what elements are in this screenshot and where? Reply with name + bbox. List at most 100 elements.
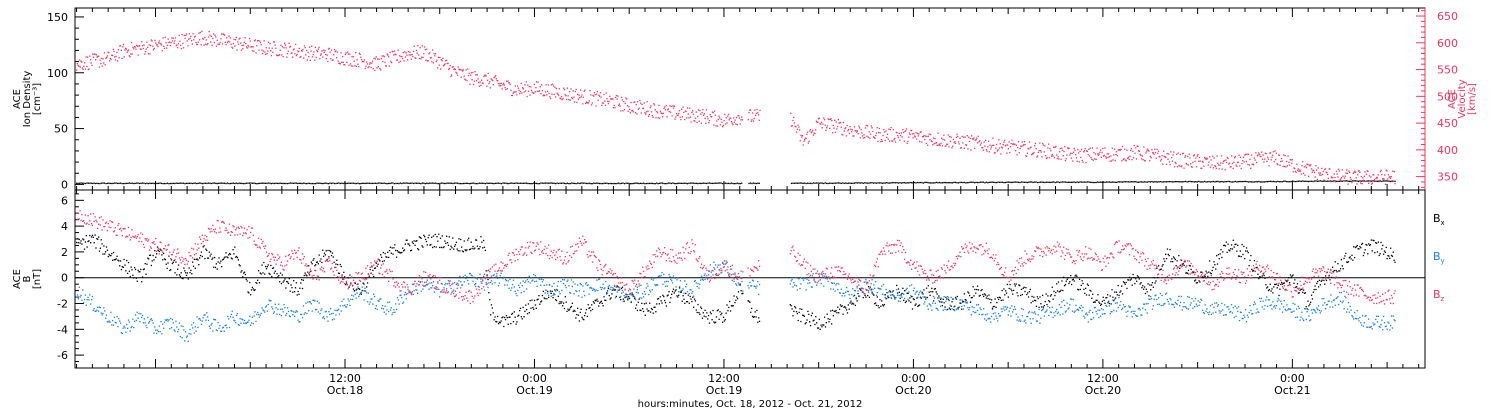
data-point bbox=[114, 182, 116, 184]
data-point bbox=[488, 82, 490, 85]
data-point bbox=[83, 182, 85, 184]
data-point bbox=[1168, 180, 1171, 183]
data-point bbox=[161, 254, 163, 256]
data-point bbox=[321, 50, 323, 52]
data-point bbox=[182, 182, 185, 184]
data-point bbox=[1034, 300, 1037, 302]
data-point bbox=[396, 296, 399, 299]
data-point bbox=[329, 182, 331, 184]
data-point bbox=[1243, 161, 1245, 163]
data-point bbox=[379, 182, 381, 184]
axis-label-line: ACE bbox=[1447, 89, 1458, 109]
data-point bbox=[374, 182, 377, 184]
data-point bbox=[1117, 284, 1119, 287]
data-point bbox=[1095, 299, 1097, 301]
data-point bbox=[1098, 181, 1100, 184]
data-point bbox=[95, 54, 98, 56]
data-point bbox=[320, 53, 322, 55]
data-point bbox=[1316, 178, 1319, 181]
data-point bbox=[232, 249, 234, 251]
data-point bbox=[269, 300, 271, 302]
data-point bbox=[115, 182, 117, 184]
data-point bbox=[404, 243, 407, 245]
data-point bbox=[1321, 180, 1323, 182]
data-point bbox=[567, 308, 569, 310]
data-point bbox=[997, 149, 999, 151]
data-point bbox=[1257, 273, 1259, 275]
data-point bbox=[1310, 294, 1313, 296]
data-point bbox=[1286, 165, 1289, 167]
data-point bbox=[833, 310, 835, 312]
data-point bbox=[638, 107, 640, 109]
data-point bbox=[1025, 155, 1028, 158]
data-point bbox=[182, 277, 184, 280]
data-point bbox=[518, 182, 520, 185]
data-point bbox=[224, 41, 226, 43]
data-point bbox=[637, 101, 639, 103]
data-point bbox=[311, 182, 314, 185]
data-point bbox=[1101, 181, 1103, 183]
data-point bbox=[504, 87, 506, 89]
data-point bbox=[414, 57, 416, 59]
data-point bbox=[882, 305, 885, 307]
data-point bbox=[305, 54, 307, 56]
data-point bbox=[351, 298, 354, 301]
data-point bbox=[1183, 264, 1185, 266]
data-point bbox=[854, 304, 857, 307]
data-point bbox=[172, 261, 174, 263]
data-point bbox=[947, 308, 949, 311]
data-point bbox=[84, 241, 87, 243]
data-point bbox=[1017, 295, 1019, 297]
data-point bbox=[1042, 181, 1045, 183]
data-point bbox=[329, 308, 332, 310]
data-point bbox=[455, 182, 457, 184]
data-point bbox=[368, 303, 370, 305]
data-point bbox=[1178, 254, 1180, 257]
data-point bbox=[796, 128, 799, 130]
data-point bbox=[460, 76, 462, 78]
data-point bbox=[502, 316, 504, 318]
data-point bbox=[274, 303, 276, 305]
data-point bbox=[268, 299, 270, 301]
data-point bbox=[1328, 274, 1330, 277]
data-point bbox=[1023, 144, 1025, 146]
data-point bbox=[388, 56, 390, 58]
data-point bbox=[604, 100, 606, 102]
data-point bbox=[197, 41, 199, 43]
data-point bbox=[842, 121, 845, 124]
data-point bbox=[426, 244, 428, 246]
data-point bbox=[429, 244, 431, 246]
data-point bbox=[141, 281, 143, 283]
data-point bbox=[343, 298, 345, 300]
data-point bbox=[807, 142, 810, 144]
data-point bbox=[1066, 147, 1069, 149]
data-point bbox=[1203, 165, 1205, 167]
data-point bbox=[1353, 171, 1355, 173]
data-point bbox=[210, 35, 213, 38]
data-point bbox=[639, 99, 641, 102]
data-point bbox=[722, 321, 724, 323]
data-point bbox=[1109, 160, 1111, 162]
data-point bbox=[434, 287, 436, 289]
data-point bbox=[199, 39, 201, 41]
data-point bbox=[1042, 142, 1044, 145]
data-point bbox=[420, 182, 422, 185]
axis-label: ACEVelocity[km/s] bbox=[1447, 79, 1478, 118]
data-point bbox=[204, 36, 206, 39]
data-point bbox=[104, 310, 106, 312]
data-point bbox=[223, 257, 225, 259]
data-point bbox=[250, 294, 252, 296]
data-point bbox=[672, 182, 674, 184]
data-point bbox=[165, 42, 167, 44]
data-point bbox=[877, 305, 879, 307]
data-point bbox=[187, 340, 189, 342]
data-point bbox=[711, 182, 714, 185]
data-point bbox=[1211, 164, 1213, 166]
data-point bbox=[107, 255, 109, 258]
data-point bbox=[380, 298, 382, 300]
data-point bbox=[176, 274, 178, 276]
data-point bbox=[122, 327, 124, 329]
data-point bbox=[542, 94, 544, 97]
data-point bbox=[1330, 269, 1332, 271]
data-point bbox=[498, 321, 501, 323]
